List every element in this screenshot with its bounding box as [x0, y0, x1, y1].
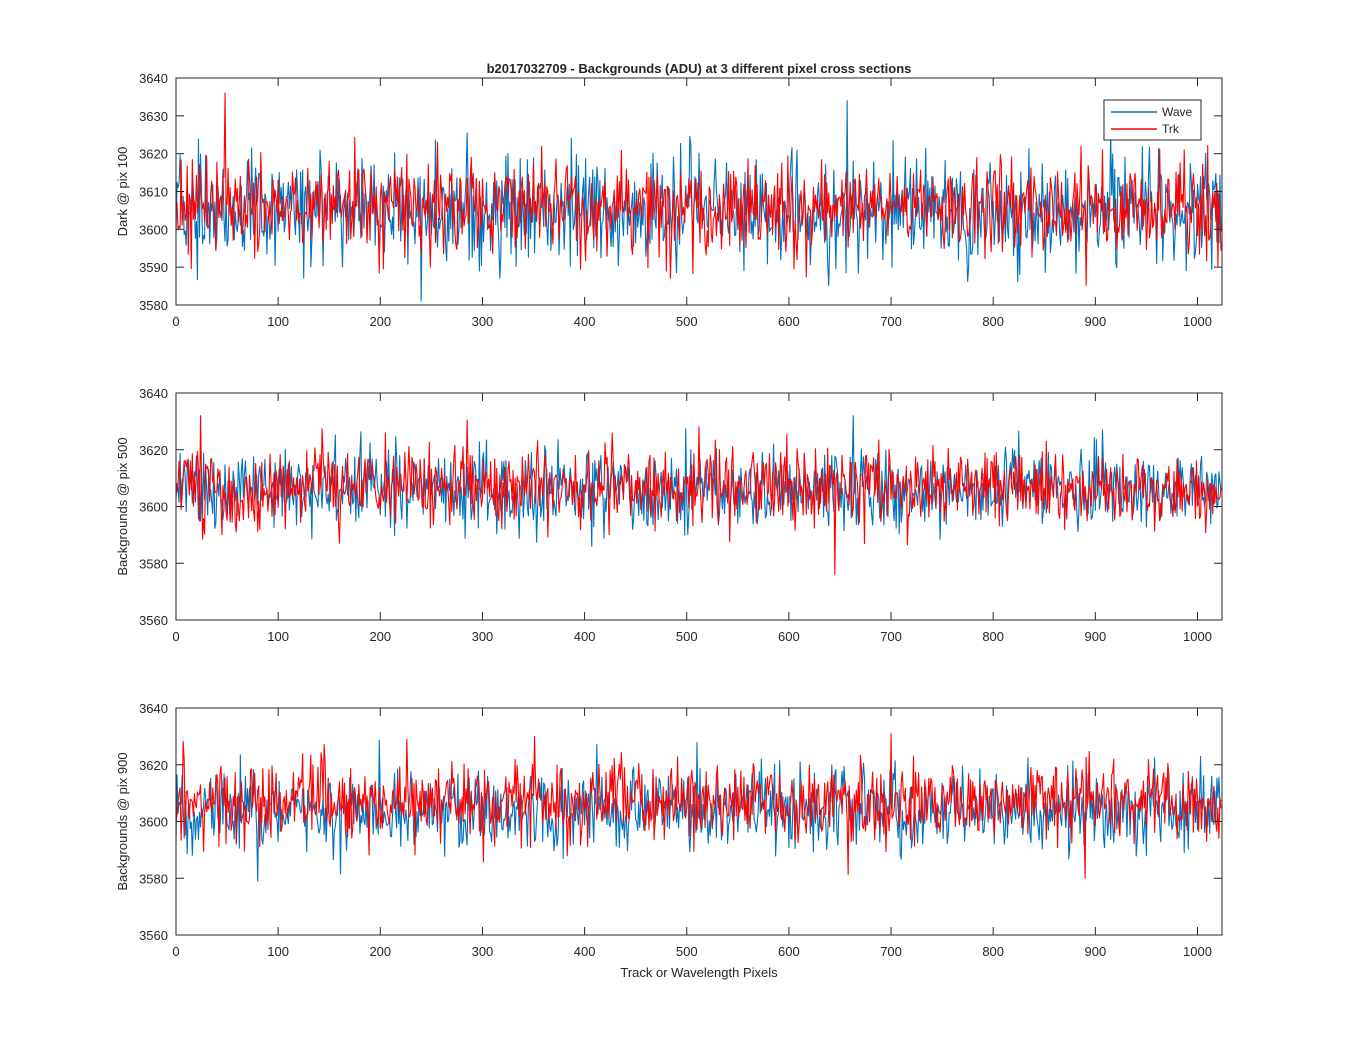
- x-tick-label: 300: [472, 944, 494, 959]
- x-tick-label: 600: [778, 314, 800, 329]
- x-tick-label: 0: [172, 629, 179, 644]
- y-tick-label: 3600: [139, 500, 168, 515]
- x-tick-label: 700: [880, 944, 902, 959]
- y-tick-label: 3560: [139, 928, 168, 943]
- series-line-trk: [176, 415, 1222, 576]
- x-tick-label: 600: [778, 629, 800, 644]
- x-tick-label: 200: [369, 629, 391, 644]
- x-tick-label: 900: [1084, 314, 1106, 329]
- y-tick-label: 3640: [139, 701, 168, 716]
- y-tick-label: 3600: [139, 222, 168, 237]
- x-tick-label: 0: [172, 314, 179, 329]
- x-tick-label: 800: [982, 314, 1004, 329]
- y-tick-label: 3600: [139, 815, 168, 830]
- x-tick-label: 500: [676, 944, 698, 959]
- y-tick-label: 3560: [139, 613, 168, 628]
- legend-trk-label: Trk: [1162, 122, 1180, 136]
- panel-backgrounds-pix-500: 0 100 200 300 400 500 600 700 800 900 1000 3560 3580…: [115, 386, 1223, 644]
- series-group: [176, 92, 1222, 302]
- y-axis-label: Backgrounds @ pix 900: [115, 752, 130, 890]
- x-tick-label: 500: [676, 629, 698, 644]
- x-tick-label: 500: [676, 314, 698, 329]
- y-tick-label: 3640: [139, 386, 168, 401]
- x-tick-label: 1000: [1183, 629, 1212, 644]
- x-tick-label: 400: [574, 629, 596, 644]
- y-tick-label: 3580: [139, 871, 168, 886]
- legend-wave-label: Wave: [1162, 105, 1193, 119]
- x-tick-label: 100: [267, 629, 289, 644]
- legend-box: [1103, 99, 1202, 141]
- x-tick-label: 1000: [1183, 314, 1212, 329]
- x-tick-label: 800: [982, 629, 1004, 644]
- panel-backgrounds-pix-900: 0 100 200 300 400 500 600 700 800 900 1000 3560 3580…: [115, 701, 1223, 959]
- series-group: [176, 732, 1222, 882]
- y-tick-label: 3620: [139, 758, 168, 773]
- series-line-trk: [176, 732, 1222, 879]
- x-tick-label: 800: [982, 944, 1004, 959]
- x-tick-label: 0: [172, 944, 179, 959]
- x-tick-label: 100: [267, 314, 289, 329]
- x-tick-label: 900: [1084, 944, 1106, 959]
- series-group: [176, 415, 1222, 576]
- y-tick-label: 3610: [139, 185, 168, 200]
- y-tick-label: 3620: [139, 443, 168, 458]
- x-tick-label: 300: [472, 629, 494, 644]
- x-axis-label: Track or Wavelength Pixels: [620, 965, 778, 980]
- y-axis-label: Dark @ pix 100: [115, 147, 130, 237]
- x-tick-label: 100: [267, 944, 289, 959]
- x-tick-label: 1000: [1183, 944, 1212, 959]
- series-line-trk: [176, 92, 1222, 286]
- y-tick-label: 3590: [139, 260, 168, 275]
- x-tick-label: 900: [1084, 629, 1106, 644]
- figure-title: b2017032709 - Backgrounds (ADU) at 3 dif…: [487, 61, 912, 76]
- y-tick-label: 3580: [139, 556, 168, 571]
- panel-dark-pix-100: 0 100 200 300 400 500 600 700 800 900 1000 3580 3590…: [115, 71, 1223, 329]
- x-tick-label: 200: [369, 944, 391, 959]
- y-tick-label: 3630: [139, 109, 168, 124]
- y-tick-label: 3640: [139, 71, 168, 86]
- x-tick-label: 400: [574, 944, 596, 959]
- x-tick-label: 700: [880, 314, 902, 329]
- legend: Wave Trk: [1103, 99, 1202, 141]
- x-tick-label: 300: [472, 314, 494, 329]
- y-tick-label: 3620: [139, 147, 168, 162]
- y-tick-label: 3580: [139, 298, 168, 313]
- x-tick-label: 200: [369, 314, 391, 329]
- x-tick-label: 700: [880, 629, 902, 644]
- x-tick-label: 600: [778, 944, 800, 959]
- x-tick-label: 400: [574, 314, 596, 329]
- y-axis-label: Backgrounds @ pix 500: [115, 437, 130, 575]
